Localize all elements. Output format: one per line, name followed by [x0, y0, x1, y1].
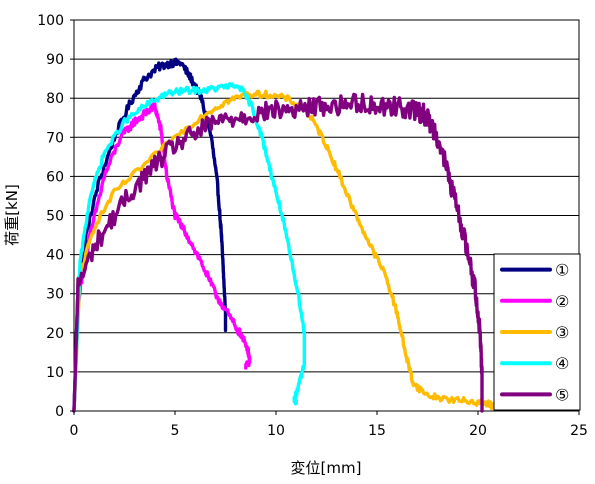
series-line-4: [72, 82, 306, 413]
axes: 0 10 20 30 40 50 60 70 80 90 100 0 5 10 15 20 25: [37, 13, 588, 439]
y-tick-label: 90: [46, 52, 64, 68]
series-line-1: [72, 57, 228, 413]
y-tick-label: 10: [46, 365, 64, 381]
x-tick-label: 20: [469, 423, 487, 439]
series-line-2: [72, 101, 252, 413]
x-tick-label: 0: [70, 423, 79, 439]
y-tick-label: 70: [46, 130, 64, 146]
x-tick-label: 10: [267, 423, 285, 439]
x-axis-title: 変位[mm]: [291, 459, 362, 477]
x-tick-label: 5: [171, 423, 180, 439]
y-axis-title: 荷重[kN]: [3, 184, 21, 246]
legend: ① ② ③ ④ ⑤: [493, 253, 581, 411]
y-tick-label: 80: [46, 91, 64, 107]
legend-label-3: ③: [555, 323, 569, 342]
series-lines: [72, 57, 496, 413]
y-tick-label: 50: [46, 209, 64, 225]
y-tick-label: 40: [46, 248, 64, 264]
y-tick-label: 60: [46, 169, 64, 185]
series-line-5: [72, 92, 484, 413]
x-tick-label: 15: [368, 423, 386, 439]
y-tick-label: 20: [46, 326, 64, 342]
y-tick-label: 0: [55, 404, 64, 420]
y-tick-label: 100: [37, 13, 64, 29]
x-tick-label: 25: [570, 423, 588, 439]
legend-label-2: ②: [555, 292, 569, 311]
legend-label-4: ④: [555, 354, 569, 373]
legend-label-1: ①: [555, 261, 569, 280]
series-line-3: [72, 89, 496, 413]
y-tick-label: 30: [46, 287, 64, 303]
legend-label-5: ⑤: [555, 385, 569, 404]
